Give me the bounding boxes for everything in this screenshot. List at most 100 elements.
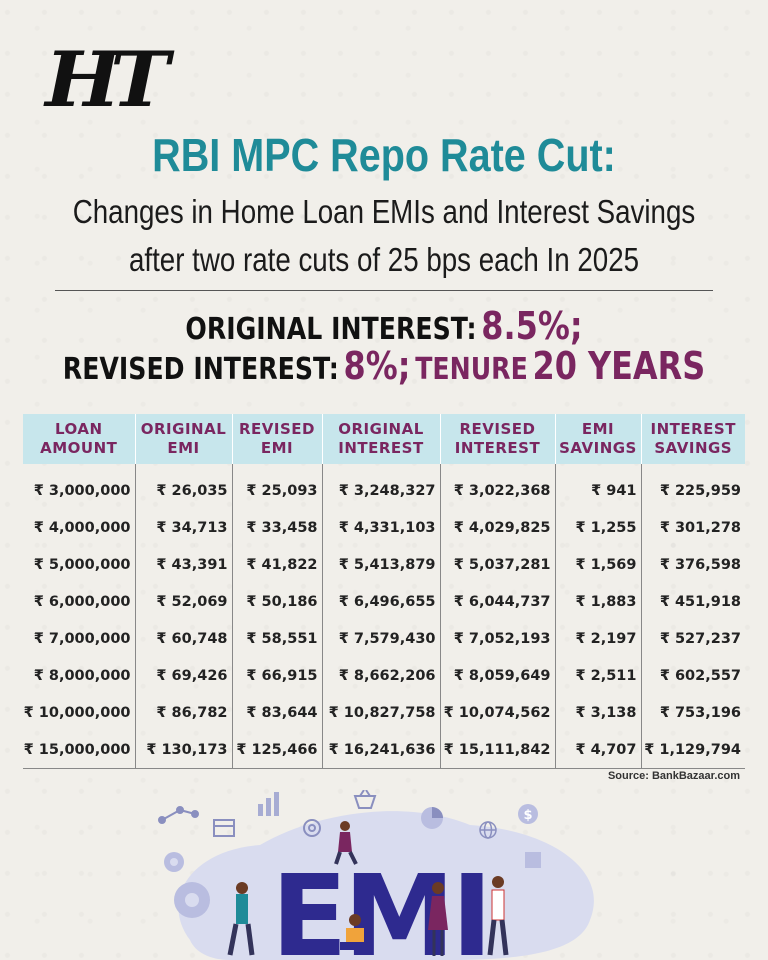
cell-original-interest: ₹ 10,827,758	[322, 694, 441, 731]
cell-original-interest: ₹ 6,496,655	[322, 583, 441, 620]
cell-revised-interest: ₹ 10,074,562	[440, 694, 556, 731]
cell-original-emi: ₹ 26,035	[135, 464, 233, 509]
cell-interest-savings: ₹ 1,129,794	[641, 731, 745, 769]
table-row: ₹ 4,000,000 ₹ 34,713 ₹ 33,458 ₹ 4,331,10…	[23, 509, 745, 546]
cell-revised-emi: ₹ 83,644	[232, 694, 323, 731]
cell-original-interest: ₹ 7,579,430	[322, 620, 441, 657]
original-interest-line: ORIGINAL INTEREST: 8.5%;	[61, 304, 706, 348]
person-sitting	[340, 914, 370, 950]
cell-emi-savings: ₹ 4,707	[555, 731, 642, 769]
cell-revised-interest: ₹ 7,052,193	[440, 620, 556, 657]
table-row: ₹ 6,000,000 ₹ 52,069 ₹ 50,186 ₹ 6,496,65…	[23, 583, 745, 620]
cell-revised-emi: ₹ 33,458	[232, 509, 323, 546]
cell-loan-amount: ₹ 8,000,000	[23, 657, 136, 694]
table-row: ₹ 7,000,000 ₹ 60,748 ₹ 58,551 ₹ 7,579,43…	[23, 620, 745, 657]
person-top	[334, 821, 358, 865]
globe-icon	[479, 821, 497, 839]
cell-revised-emi: ₹ 25,093	[232, 464, 323, 509]
header-emi-savings: EMI SAVINGS	[555, 414, 642, 464]
divider	[55, 290, 713, 291]
table-row: ₹ 5,000,000 ₹ 43,391 ₹ 41,822 ₹ 5,413,87…	[23, 546, 745, 583]
cell-original-emi: ₹ 69,426	[135, 657, 233, 694]
calendar-icon	[213, 819, 235, 837]
cell-revised-interest: ₹ 4,029,825	[440, 509, 556, 546]
cell-revised-interest: ₹ 3,022,368	[440, 464, 556, 509]
cell-interest-savings: ₹ 225,959	[659, 482, 741, 499]
cell-emi-savings: ₹ 2,511	[555, 657, 642, 694]
cell-interest-savings: ₹ 451,918	[659, 593, 741, 610]
emi-word: EMI	[271, 852, 489, 960]
cell-revised-emi: ₹ 50,186	[232, 583, 323, 620]
table-row: ₹ 10,000,000 ₹ 86,782 ₹ 83,644 ₹ 10,827,…	[23, 694, 745, 731]
cell-original-emi: ₹ 52,069	[135, 583, 233, 620]
cell-emi-savings: ₹ 1,569	[555, 546, 642, 583]
cell-original-emi: ₹ 130,173	[135, 731, 233, 769]
cell-emi-savings: ₹ 941	[555, 464, 642, 509]
subtitle-line-2: after two rate cuts of 25 bps each In 20…	[128, 241, 640, 278]
original-interest-value: 8.5%;	[481, 304, 583, 348]
revised-interest-line: REVISED INTEREST: 8%; TENURE 20 YEARS	[61, 344, 706, 388]
table-row: ₹ 3,000,000 ₹ 26,035 ₹ 25,093 ₹ 3,248,32…	[23, 464, 745, 509]
table-row: ₹ 8,000,000 ₹ 69,426 ₹ 66,915 ₹ 8,662,20…	[23, 657, 745, 694]
cell-emi-savings: ₹ 1,883	[555, 583, 642, 620]
emi-illustration: $ EMI	[158, 790, 594, 960]
cell-revised-interest: ₹ 5,037,281	[440, 546, 556, 583]
stamp-square	[525, 852, 541, 868]
cell-revised-interest: ₹ 8,059,649	[440, 657, 556, 694]
cell-original-emi: ₹ 86,782	[135, 694, 233, 731]
cell-interest-savings: ₹ 753,196	[659, 704, 741, 721]
cell-original-emi: ₹ 43,391	[135, 546, 233, 583]
cell-revised-emi: ₹ 125,466	[232, 731, 323, 769]
target-icon	[303, 819, 321, 837]
header-interest-savings: INTEREST SAVINGS	[641, 414, 745, 464]
cell-loan-amount: ₹ 6,000,000	[23, 583, 136, 620]
cell-revised-emi: ₹ 66,915	[232, 657, 323, 694]
cell-original-interest: ₹ 4,331,103	[322, 509, 441, 546]
tenure-label: TENURE	[415, 352, 528, 387]
header-loan-amount: LOAN AMOUNT	[23, 414, 136, 464]
person-left	[227, 882, 255, 956]
pie-chart-icon	[421, 807, 443, 829]
person-dress	[428, 882, 448, 956]
cell-loan-amount: ₹ 10,000,000	[23, 694, 136, 731]
dollar-coin-icon: $	[518, 804, 538, 824]
header-original-emi: ORIGINAL EMI	[135, 414, 233, 464]
cell-emi-savings: ₹ 3,138	[555, 694, 642, 731]
line-chart-icon	[158, 806, 199, 824]
emi-table: LOAN AMOUNT ORIGINAL EMI REVISED EMI ORIGIN…	[23, 414, 745, 769]
cell-original-interest: ₹ 8,662,206	[322, 657, 441, 694]
cell-original-emi: ₹ 34,713	[135, 509, 233, 546]
cell-interest-savings: ₹ 602,557	[659, 667, 741, 684]
cell-loan-amount: ₹ 4,000,000	[23, 509, 136, 546]
cell-interest-savings: ₹ 376,598	[659, 556, 741, 573]
header-revised-interest: REVISED INTEREST	[440, 414, 556, 464]
cell-original-interest: ₹ 3,248,327	[322, 464, 441, 509]
gear-icon	[164, 852, 210, 918]
svg-text:$: $	[523, 808, 532, 823]
cell-revised-emi: ₹ 41,822	[232, 546, 323, 583]
cell-revised-interest: ₹ 6,044,737	[440, 583, 556, 620]
cell-revised-emi: ₹ 58,551	[232, 620, 323, 657]
table-row: ₹ 15,000,000 ₹ 130,173 ₹ 125,466 ₹ 16,24…	[23, 731, 745, 769]
original-interest-label: ORIGINAL INTEREST:	[185, 312, 477, 347]
cell-original-emi: ₹ 60,748	[135, 620, 233, 657]
cell-loan-amount: ₹ 15,000,000	[23, 731, 136, 769]
cell-emi-savings: ₹ 2,197	[555, 620, 642, 657]
cell-loan-amount: ₹ 3,000,000	[23, 464, 136, 509]
revised-interest-value: 8%;	[343, 344, 411, 388]
person-right	[487, 876, 509, 956]
page-title: RBI MPC Repo Rate Cut:	[152, 129, 616, 181]
revised-interest-label: REVISED INTEREST:	[62, 352, 339, 387]
cell-original-interest: ₹ 16,241,636	[322, 731, 441, 769]
cell-interest-savings: ₹ 527,237	[659, 630, 741, 647]
source-note: Source: BankBazaar.com	[607, 770, 740, 782]
cell-loan-amount: ₹ 7,000,000	[23, 620, 136, 657]
cell-emi-savings: ₹ 1,255	[555, 509, 642, 546]
cell-revised-interest: ₹ 15,111,842	[440, 731, 556, 769]
shopping-basket-icon	[353, 790, 377, 809]
background-blob	[178, 811, 594, 960]
tenure-value: 20 YEARS	[532, 344, 706, 388]
cell-original-interest: ₹ 5,413,879	[322, 546, 441, 583]
bar-chart-icon	[258, 792, 279, 816]
header-original-interest: ORIGINAL INTEREST	[322, 414, 441, 464]
